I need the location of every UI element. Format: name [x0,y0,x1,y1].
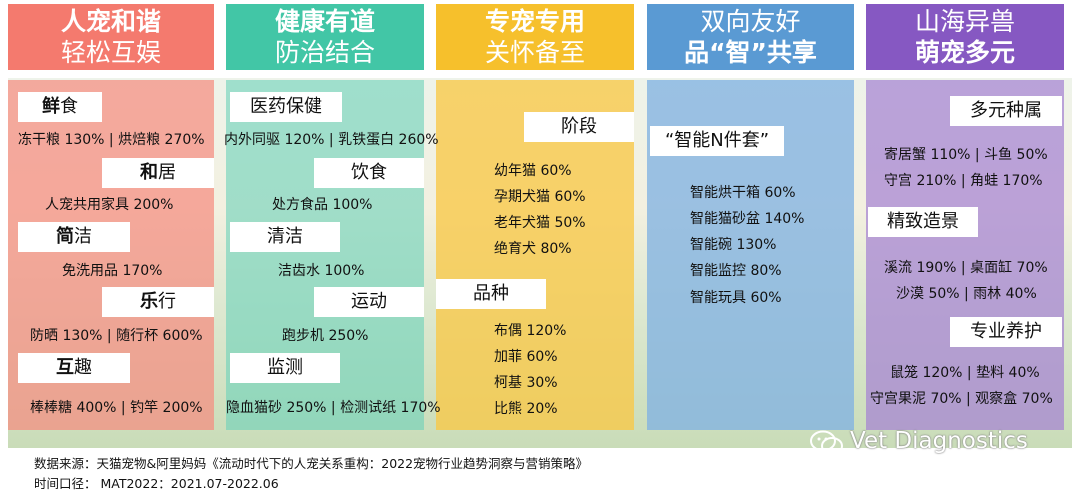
stage-item: 绝育犬 80% [494,241,572,257]
col1-title-line2: 轻松互娱 [60,38,161,67]
label-yiyao-baojian: 医药保健 [230,92,342,122]
stage-item: 孕期犬猫 60% [494,189,586,205]
breed-item: 柯基 30% [494,375,558,391]
col4-title-line1: 双向友好 [700,7,801,36]
text-zaojing-line2: 沙漠 50% | 雨林 40% [896,286,1037,302]
col5-panel [866,80,1064,430]
col5-title-line1: 山海异兽 [914,7,1015,36]
stage-item: 老年犬猫 50% [494,215,586,231]
label-yundong: 运动 [314,287,424,317]
label-qingjie: 清洁 [230,222,340,252]
col2-title-line1: 健康有道 [274,7,375,36]
label-xian-shi: 鲜食 [18,92,102,122]
breed-item: 加菲 60% [494,349,558,365]
text-yinshi: 处方食品 100% [272,197,373,213]
text-qingjie: 洁齿水 100% [278,263,365,279]
text-duoyuan-line2: 守宫 210% | 角蛙 170% [884,173,1043,189]
smart-item: 智能猫砂盆 140% [690,211,805,227]
label-jian-jie: 简洁 [18,222,130,252]
smart-item: 智能玩具 60% [690,290,782,306]
col3-title-line2: 关怀备至 [484,38,585,67]
text-yanghu-line2: 守宫果泥 70% | 观察盒 70% [870,391,1053,407]
breed-item: 布偶 120% [494,323,567,339]
label-jieduan: 阶段 [524,112,634,142]
time-period-note: 时间口径： MAT2022：2021.07-2022.06 [34,476,279,491]
label-le-xing: 乐行 [102,287,214,317]
wechat-icon [810,430,843,455]
text-hu-qu: 棒棒糖 400% | 钓竿 200% [30,400,203,416]
smart-item: 智能烘干箱 60% [690,185,796,201]
text-yanghu-line1: 鼠笼 120% | 垫料 40% [890,365,1040,381]
label-yinshi: 饮食 [314,158,424,188]
header-col3: 专宠专用 关怀备至 [436,4,634,70]
text-zaojing-line1: 溪流 190% | 桌面缸 70% [884,260,1048,276]
label-he-ju: 和居 [102,158,214,188]
header-col1: 人宠和谐 轻松互娱 [8,4,214,70]
header-col4: 双向友好 品“智”共享 [647,4,854,70]
col3-title-line1: 专宠专用 [484,7,585,36]
text-le-xing: 防晒 130% | 随行杯 600% [30,328,203,344]
text-he-ju: 人宠共用家具 200% [45,197,174,213]
label-duoyuan-zhongshu: 多元种属 [950,96,1062,126]
label-zhineng-n-jiantao: “智能N件套” [650,126,784,156]
col4-title-line2: 品“智”共享 [684,38,817,67]
text-yundong: 跑步机 250% [282,328,369,344]
col2-title-line2: 防治结合 [274,38,375,67]
watermark-text: Vet Diagnostics [850,428,1028,454]
text-jian-jie: 免洗用品 170% [62,263,163,279]
text-duoyuan-line1: 寄居蟹 110% | 斗鱼 50% [884,147,1048,163]
smart-item: 智能碗 130% [690,237,777,253]
data-source-note: 数据来源：天猫宠物&阿里妈妈《流动时代下的人宠关系重构：2022宠物行业趋势洞察… [34,456,589,471]
stage-item: 幼年猫 60% [494,163,572,179]
header-col2: 健康有道 防治结合 [226,4,424,70]
text-yiyao-baojian: 内外同驱 120% | 乳铁蛋白 260% [224,132,439,148]
text-xian-shi: 冻干粮 130% | 烘焙粮 270% [18,132,205,148]
label-hu-qu: 互趣 [18,353,130,383]
col5-title-line2: 萌宠多元 [914,38,1015,67]
text-jiance: 隐血猫砂 250% | 检测试纸 170% [226,400,441,416]
col1-title-line1: 人宠和谐 [60,7,161,36]
smart-item: 智能监控 80% [690,263,782,279]
label-jiance: 监测 [230,353,340,383]
label-pinzhong: 品种 [436,279,546,309]
breed-item: 比熊 20% [494,401,558,417]
label-jingzhi-zaojing: 精致造景 [868,207,978,237]
label-zhuanye-yanghu: 专业养护 [950,317,1062,347]
header-col5: 山海异兽 萌宠多元 [866,4,1064,70]
